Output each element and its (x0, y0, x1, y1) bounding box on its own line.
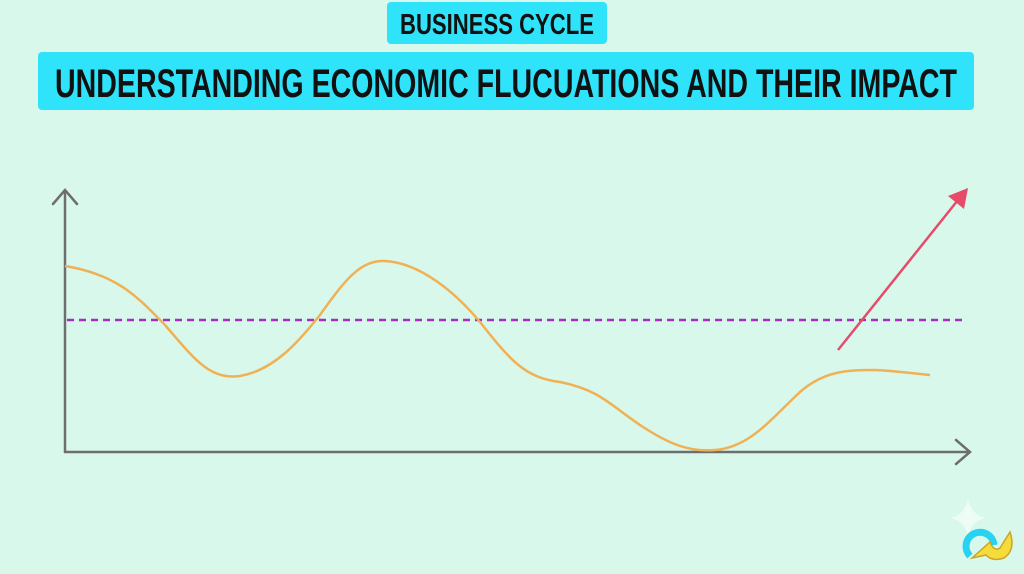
title-text: UNDERSTANDING ECONOMIC FLUCUATIONS AND T… (55, 62, 957, 106)
title-banner: UNDERSTANDING ECONOMIC FLUCUATIONS AND T… (38, 52, 974, 110)
growth-arrow (837, 188, 968, 351)
subtitle-badge: BUSINESS CYCLE (387, 2, 607, 44)
logo-icon (962, 528, 1013, 561)
business-cycle-curve (64, 259, 931, 452)
x-axis (63, 438, 972, 466)
y-axis (51, 188, 79, 454)
axes (51, 188, 972, 466)
sparkle-icon (951, 500, 985, 536)
subtitle-text: BUSINESS CYCLE (400, 9, 594, 41)
